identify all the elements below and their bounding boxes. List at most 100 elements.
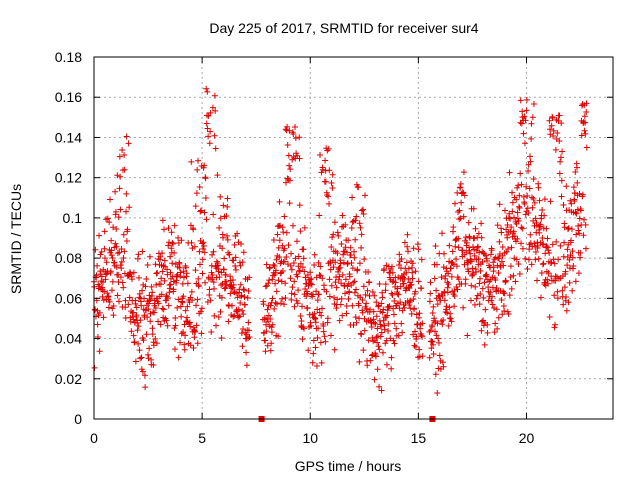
data-point xyxy=(477,267,484,274)
data-point xyxy=(541,196,548,203)
data-point xyxy=(496,238,503,245)
data-point xyxy=(145,306,152,313)
data-point xyxy=(266,264,273,271)
data-point xyxy=(240,286,247,293)
data-point xyxy=(563,307,570,314)
data-point xyxy=(117,262,124,269)
data-point xyxy=(551,324,558,331)
data-point xyxy=(116,249,123,256)
data-point xyxy=(305,347,312,354)
data-point xyxy=(167,253,174,260)
data-point xyxy=(166,289,173,296)
data-point xyxy=(143,331,150,338)
data-point xyxy=(332,259,339,266)
data-point xyxy=(180,274,187,281)
data-point xyxy=(433,332,440,339)
data-point xyxy=(296,134,303,141)
data-point xyxy=(192,267,199,274)
data-point xyxy=(164,322,171,329)
data-point xyxy=(356,220,363,227)
data-point xyxy=(505,311,512,318)
data-point xyxy=(352,314,359,321)
data-point xyxy=(311,251,318,258)
data-point xyxy=(335,266,342,273)
data-point xyxy=(387,335,394,342)
data-point xyxy=(578,132,585,139)
data-point xyxy=(347,244,354,251)
data-point xyxy=(137,317,144,324)
data-point xyxy=(166,239,173,246)
data-point xyxy=(476,249,483,256)
data-point xyxy=(200,239,207,246)
data-point xyxy=(326,200,333,207)
data-point xyxy=(143,275,150,282)
data-point xyxy=(183,270,190,277)
data-point xyxy=(180,329,187,336)
data-point xyxy=(515,217,522,224)
data-point xyxy=(182,264,189,271)
data-point xyxy=(476,280,483,287)
data-point xyxy=(175,234,182,241)
data-point xyxy=(399,329,406,336)
data-point xyxy=(104,290,111,297)
data-point xyxy=(196,183,203,190)
data-point xyxy=(460,213,467,220)
data-point xyxy=(370,316,377,323)
data-point xyxy=(230,313,237,320)
data-point xyxy=(475,230,482,237)
data-point xyxy=(413,333,420,340)
data-point xyxy=(471,301,478,308)
data-point xyxy=(461,261,468,268)
data-point xyxy=(363,300,370,307)
data-point xyxy=(351,278,358,285)
data-point xyxy=(418,285,425,292)
data-point xyxy=(118,265,125,272)
data-point xyxy=(518,224,525,231)
data-point xyxy=(152,304,159,311)
data-point xyxy=(239,307,246,314)
data-point xyxy=(321,333,328,340)
data-point xyxy=(575,270,582,277)
data-point xyxy=(569,287,576,294)
data-point xyxy=(126,204,133,211)
data-point xyxy=(457,215,464,222)
data-point xyxy=(237,299,244,306)
data-point xyxy=(159,250,166,257)
data-point xyxy=(451,292,458,299)
data-point xyxy=(161,226,167,233)
data-point xyxy=(405,265,412,272)
y-tick-label: 0.12 xyxy=(55,170,82,186)
data-point xyxy=(383,361,390,368)
data-point xyxy=(99,293,106,300)
data-point xyxy=(198,207,205,214)
data-point xyxy=(540,260,547,267)
data-point xyxy=(403,259,410,266)
data-point xyxy=(432,371,439,378)
data-point xyxy=(359,296,366,303)
data-point xyxy=(513,220,520,227)
data-point xyxy=(522,117,529,124)
data-point xyxy=(552,321,559,328)
data-point xyxy=(395,332,402,339)
data-point xyxy=(141,295,148,302)
data-point xyxy=(484,257,491,264)
data-point xyxy=(169,240,176,247)
data-point xyxy=(410,331,417,338)
data-point xyxy=(497,287,504,294)
data-point xyxy=(517,97,524,104)
data-point xyxy=(194,296,201,303)
data-point xyxy=(440,264,447,271)
data-point xyxy=(579,191,586,198)
data-point xyxy=(469,272,476,279)
data-point xyxy=(245,335,252,342)
data-point xyxy=(388,354,395,361)
data-point xyxy=(145,300,152,307)
data-point xyxy=(289,156,296,163)
data-point xyxy=(417,330,424,337)
data-point xyxy=(184,280,191,287)
data-point xyxy=(351,248,358,255)
data-point xyxy=(108,252,115,259)
data-point xyxy=(222,284,229,291)
data-point xyxy=(110,312,117,319)
data-point xyxy=(470,270,477,277)
